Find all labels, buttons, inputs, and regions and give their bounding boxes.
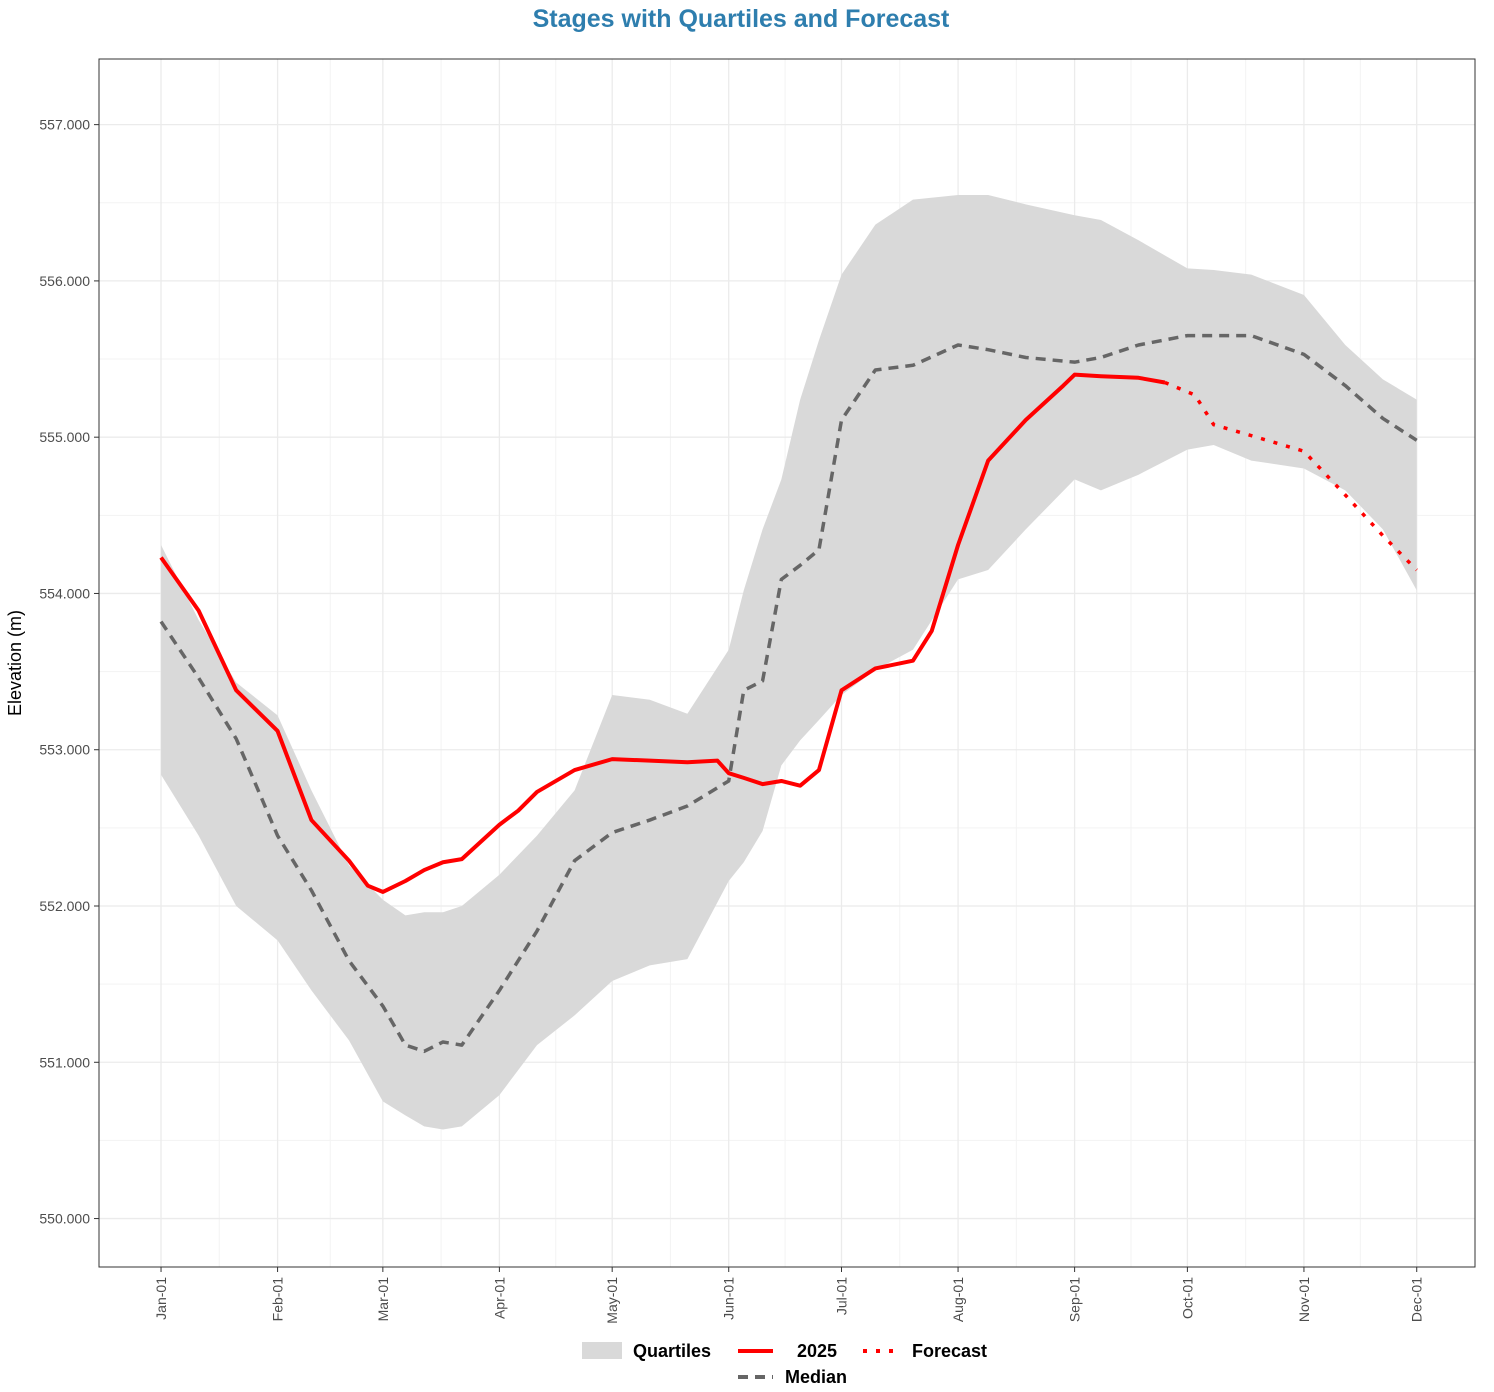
y-tick-label: 556.000 [39,273,90,289]
x-tick-label: May-01 [604,1277,620,1324]
y-tick-label: 554.000 [39,585,90,601]
legend-swatch [582,1342,622,1359]
y-tick-label: 550.000 [39,1211,90,1227]
legend-label: Median [785,1367,847,1387]
x-tick-label: Oct-01 [1179,1277,1195,1319]
x-tick-label: Aug-01 [950,1277,966,1322]
legend-label: Forecast [912,1341,987,1361]
series-line [159,333,1418,1054]
y-tick-label: 551.000 [39,1054,90,1070]
quartile-band [161,194,1417,1130]
x-tick-label: Jul-01 [834,1277,850,1315]
legend-label: Quartiles [633,1341,711,1361]
x-tick-label: Nov-01 [1296,1277,1312,1322]
y-tick-label: 557.000 [39,117,90,133]
series-line [159,372,1166,894]
y-tick-label: 555.000 [39,429,90,445]
plot-border [98,58,1476,1268]
x-tick-label: Mar-01 [375,1277,391,1322]
chart-title: Stages with Quartiles and Forecast [533,5,950,33]
x-tick-label: Sep-01 [1067,1277,1083,1322]
x-tick-label: Feb-01 [270,1277,286,1322]
y-tick-label: 552.000 [39,898,90,914]
y-axis-label: Elevation (m) [5,610,25,716]
x-tick-label: Jan-01 [153,1277,169,1320]
legend-label: 2025 [797,1341,837,1361]
x-tick-label: Apr-01 [491,1277,507,1319]
x-tick-label: Dec-01 [1409,1277,1425,1322]
x-tick-label: Jun-01 [721,1277,737,1320]
y-tick-label: 553.000 [39,742,90,758]
